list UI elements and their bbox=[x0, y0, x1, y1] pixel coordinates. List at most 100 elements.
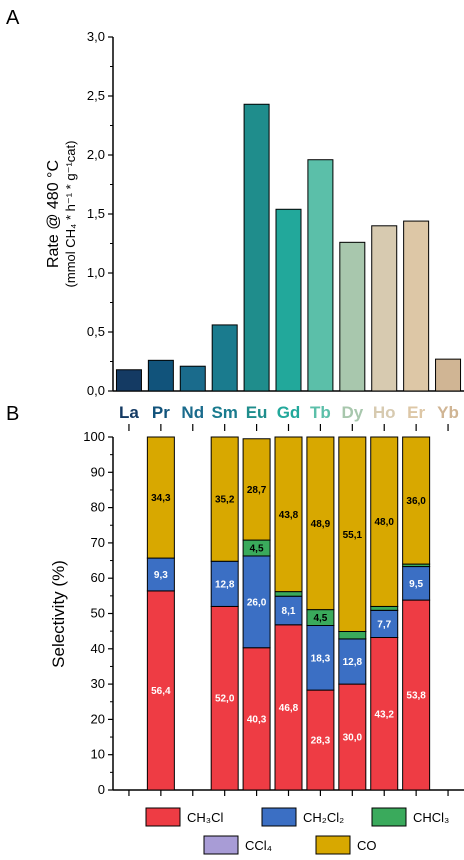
segment-Tb bbox=[306, 689, 335, 791]
segment-Pr bbox=[146, 436, 175, 559]
y-tick-label: 1,5 bbox=[87, 206, 105, 221]
segment-Er bbox=[402, 436, 431, 565]
segment-Pr bbox=[146, 590, 175, 791]
category-label: La bbox=[119, 403, 139, 422]
segment-Ho bbox=[370, 436, 399, 607]
segment-Eu bbox=[242, 438, 271, 541]
segment-Dy bbox=[338, 436, 367, 633]
bar-La bbox=[115, 369, 142, 392]
segment-label: 4,5 bbox=[313, 613, 327, 624]
segment-label: 12,8 bbox=[343, 657, 363, 668]
y-axis-label-line1: Rate @ 480 °C bbox=[45, 160, 62, 268]
legend-swatch bbox=[261, 807, 297, 827]
legend-swatch bbox=[371, 807, 407, 827]
y-tick-label: 0,0 bbox=[87, 383, 105, 398]
y-tick-label: 70 bbox=[91, 535, 105, 550]
segment-label: 4,5 bbox=[250, 544, 264, 555]
legend-swatch bbox=[145, 807, 181, 827]
y-tick-label: 60 bbox=[91, 570, 105, 585]
y-tick-label: 20 bbox=[91, 711, 105, 726]
segment-label: 40,3 bbox=[247, 714, 267, 725]
y-tick-label: 0,5 bbox=[87, 324, 105, 339]
segment-label: 7,7 bbox=[377, 619, 391, 630]
segment-Dy bbox=[338, 638, 367, 685]
y-tick-label: 80 bbox=[91, 500, 105, 515]
category-label: Eu bbox=[246, 403, 268, 422]
legend-swatch bbox=[203, 835, 239, 855]
bar-Gd bbox=[275, 208, 302, 392]
bar-Nd bbox=[179, 365, 206, 392]
category-label: Gd bbox=[277, 403, 301, 422]
legend-swatch bbox=[315, 835, 351, 855]
segment-Gd bbox=[274, 591, 303, 597]
legend-label: CHCl₃ bbox=[413, 810, 449, 825]
category-label: Er bbox=[407, 403, 425, 422]
y-tick-label: 10 bbox=[91, 747, 105, 762]
y-tick-label: 2,5 bbox=[87, 88, 105, 103]
segment-Gd bbox=[274, 436, 303, 593]
y-axis-label: Selectivity (%) bbox=[49, 560, 68, 668]
segment-label: 56,4 bbox=[151, 686, 171, 697]
segment-label: 34,3 bbox=[151, 493, 171, 504]
panel-a-label: A bbox=[6, 7, 20, 29]
bar-Eu bbox=[243, 103, 270, 392]
bar-Er bbox=[403, 220, 430, 392]
selectivity-legend: CH₃Cl CH₂Cl₂ CHCl₃ CCl₄ CO bbox=[145, 807, 449, 855]
segment-label: 8,1 bbox=[282, 606, 296, 617]
segment-Dy bbox=[338, 631, 367, 640]
legend-label: CH₃Cl bbox=[187, 810, 223, 825]
category-label: Dy bbox=[341, 403, 363, 422]
y-tick-label: 0 bbox=[98, 782, 105, 797]
segment-Gd bbox=[274, 624, 303, 791]
y-axis-label: Rate @ 480 °C (mmol CH₄ * h⁻¹ * g⁻¹cat) bbox=[45, 141, 78, 288]
y-tick-label: 40 bbox=[91, 641, 105, 656]
segment-Tb bbox=[306, 436, 335, 611]
y-tick-label: 90 bbox=[91, 464, 105, 479]
bar-Sm bbox=[211, 324, 238, 392]
y-tick-label: 50 bbox=[91, 606, 105, 621]
segment-Eu bbox=[242, 555, 271, 649]
segment-label: 28,7 bbox=[247, 485, 267, 496]
legend-label: CCl₄ bbox=[245, 838, 272, 853]
legend-label: CO bbox=[357, 838, 377, 853]
segment-label: 43,2 bbox=[374, 709, 394, 720]
segment-label: 12,8 bbox=[215, 579, 235, 590]
category-label: Pr bbox=[152, 403, 170, 422]
legend-label: CH₂Cl₂ bbox=[303, 810, 344, 825]
segment-label: 43,8 bbox=[279, 510, 299, 521]
segment-label: 35,2 bbox=[215, 495, 235, 506]
bar-Yb bbox=[435, 358, 462, 392]
y-tick-label: 100 bbox=[83, 429, 105, 444]
y-tick-label: 2,0 bbox=[87, 147, 105, 162]
segment-label: 26,0 bbox=[247, 597, 267, 608]
category-label: Ho bbox=[373, 403, 396, 422]
segment-Ho bbox=[370, 609, 399, 639]
segment-label: 36,0 bbox=[406, 496, 426, 507]
category-label: Sm bbox=[211, 403, 237, 422]
y-axis-label-line2: (mmol CH₄ * h⁻¹ * g⁻¹cat) bbox=[63, 141, 78, 288]
segment-Sm bbox=[210, 436, 239, 562]
bar-Pr bbox=[147, 359, 174, 392]
selectivity-stacked-chart: 0 10 20 30 40 50 60 70 80 90 100 Selectivity (%) 56,… bbox=[49, 429, 464, 797]
category-label: Nd bbox=[181, 403, 204, 422]
y-tick-label: 3,0 bbox=[87, 29, 105, 44]
segment-label: 48,9 bbox=[311, 519, 331, 530]
segment-Ho bbox=[370, 605, 399, 611]
segment-label: 52,0 bbox=[215, 694, 235, 705]
category-label: Yb bbox=[437, 403, 459, 422]
bar-Dy bbox=[339, 241, 366, 392]
y-tick-label: 30 bbox=[91, 676, 105, 691]
bar-Tb bbox=[307, 159, 334, 392]
y-tick-label: 1,0 bbox=[87, 265, 105, 280]
segment-label: 46,8 bbox=[279, 703, 299, 714]
segment-label: 9,5 bbox=[409, 579, 423, 590]
rate-bar-chart: 0,0 0,5 1,0 1,5 2,0 2,5 3,0 Rate @ 480 °C (mmol … bbox=[45, 29, 464, 431]
segment-Dy bbox=[338, 683, 367, 791]
segment-label: 30,0 bbox=[343, 733, 363, 744]
panel-b-label: B bbox=[6, 403, 19, 425]
segment-label: 48,0 bbox=[374, 517, 394, 528]
segment-label: 9,3 bbox=[154, 570, 168, 581]
segment-label: 28,3 bbox=[311, 736, 331, 747]
category-label: Tb bbox=[310, 403, 331, 422]
